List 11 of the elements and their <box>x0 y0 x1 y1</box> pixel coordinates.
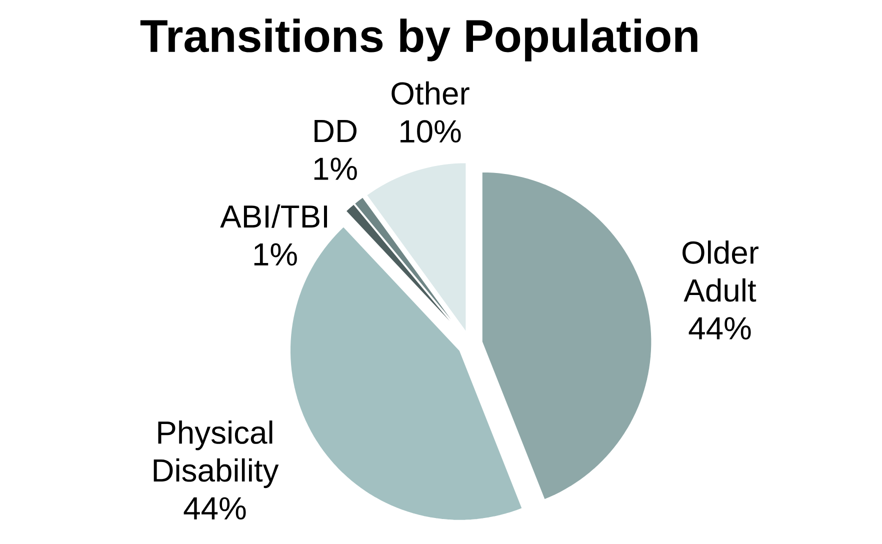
data-label: 1% <box>254 243 297 266</box>
data-label: 1% <box>314 158 357 180</box>
data-label: 10% <box>400 120 461 143</box>
data-label: 44% <box>688 317 751 340</box>
slice-label: Physical Disability <box>154 420 279 488</box>
slice-label: DD <box>314 120 356 142</box>
slice-label: ABI/TBI <box>220 204 327 228</box>
slice-label: Other <box>392 81 470 105</box>
data-label: 44% <box>184 497 246 520</box>
slice-label: Older Adult <box>682 240 758 302</box>
chart-title: Transitions by Population <box>140 18 698 62</box>
